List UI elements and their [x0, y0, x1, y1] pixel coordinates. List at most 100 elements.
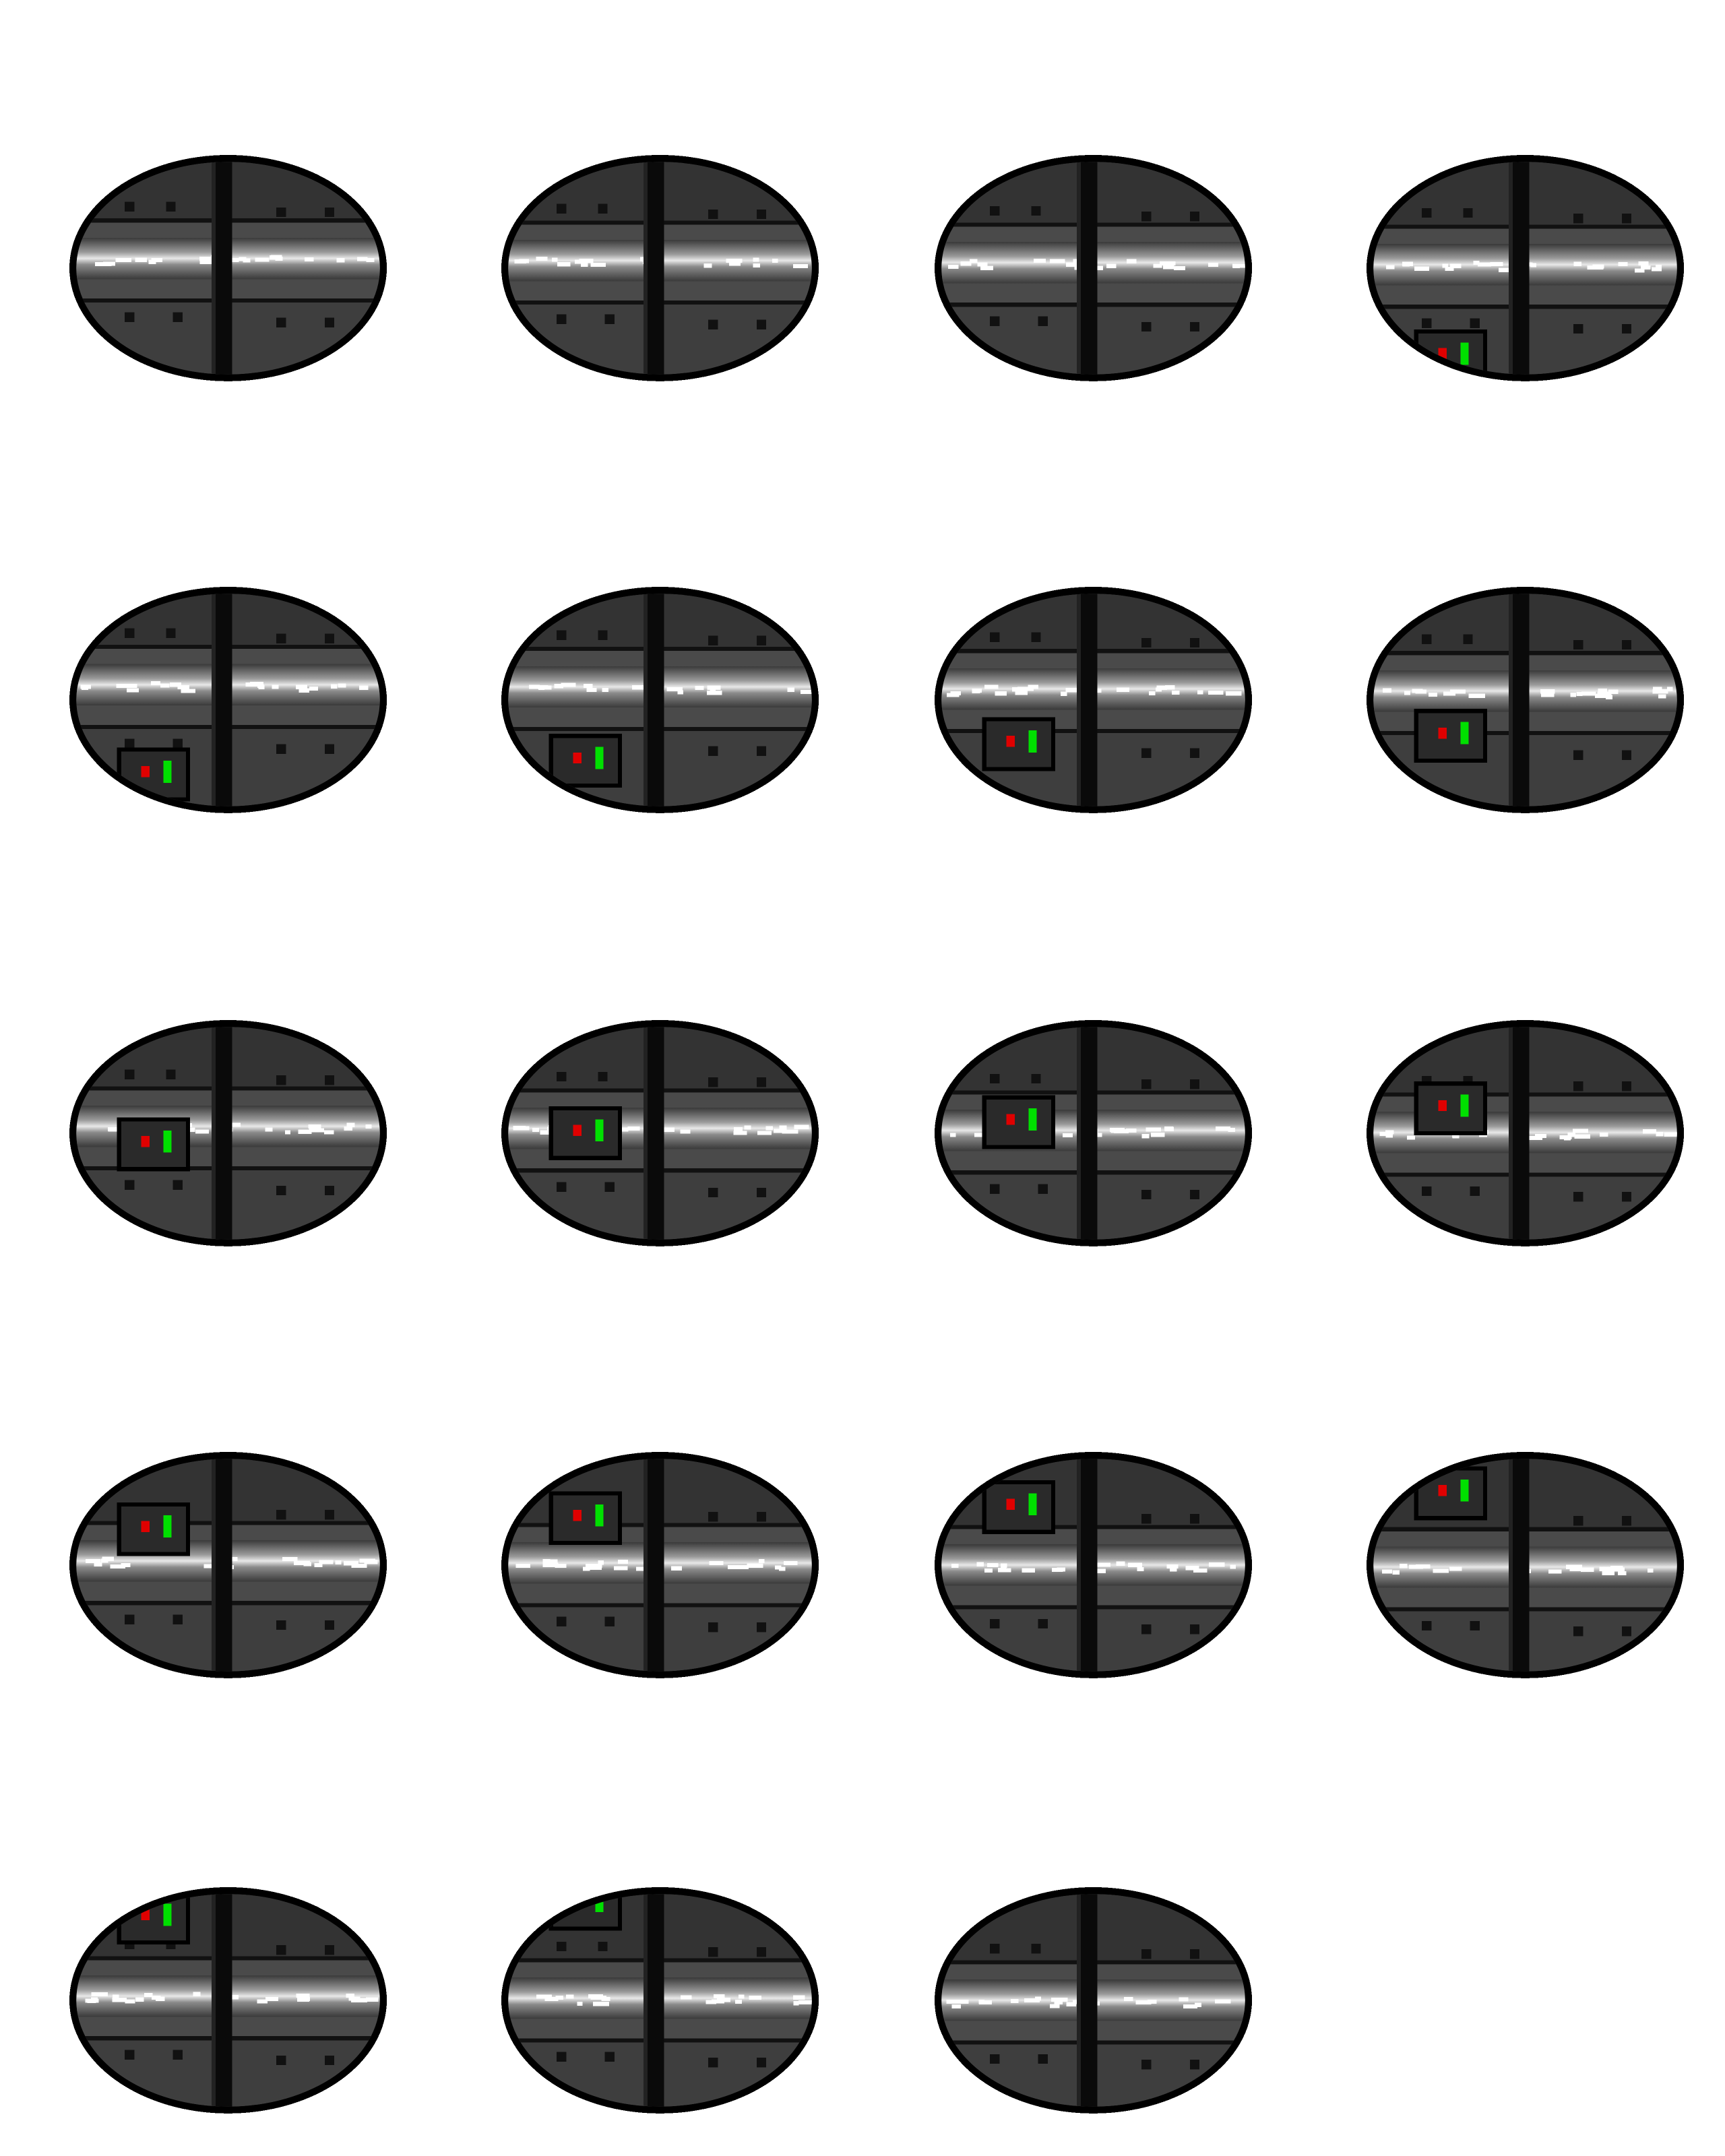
sprite: [935, 155, 1253, 381]
glint: [1490, 261, 1503, 267]
glint: [1123, 1996, 1133, 2001]
glint: [108, 1127, 125, 1132]
center-bar: [216, 594, 232, 806]
green-light: [1028, 1493, 1037, 1516]
glint: [319, 1560, 334, 1564]
center-bar-edge: [643, 1027, 648, 1240]
glint: [1106, 263, 1117, 268]
glint: [1540, 693, 1555, 697]
glint: [775, 1565, 782, 1570]
red-light: [573, 752, 582, 764]
rivet: [124, 2050, 135, 2060]
glint: [245, 682, 258, 687]
green-light: [1460, 1479, 1469, 1502]
glint: [618, 1559, 629, 1564]
center-bar-edge: [1508, 162, 1513, 375]
glint: [772, 258, 778, 263]
glint: [1208, 263, 1219, 267]
glint: [1011, 1998, 1019, 2004]
glint: [735, 1999, 743, 2004]
rivet: [172, 1180, 183, 1190]
glint: [1193, 1568, 1208, 1573]
rivet: [556, 2052, 567, 2062]
glint: [135, 1997, 144, 2002]
center-bar: [1081, 1027, 1098, 1240]
glint: [951, 2004, 961, 2009]
rivet: [708, 209, 718, 220]
glint: [1197, 690, 1203, 695]
glint: [782, 1129, 798, 1134]
glint: [1185, 1566, 1199, 1571]
center-bar: [216, 1027, 232, 1240]
control-box: [548, 1491, 623, 1546]
glint: [170, 683, 181, 687]
glint: [1574, 1134, 1590, 1139]
rivet: [708, 2057, 718, 2068]
glint: [1573, 261, 1581, 266]
glint: [946, 1999, 955, 2004]
rivet: [598, 630, 608, 640]
glint: [338, 683, 346, 688]
rivet: [324, 744, 335, 754]
sprite: [501, 1452, 819, 1678]
rivet: [1189, 1514, 1200, 1524]
glint: [1117, 687, 1129, 692]
glint: [1452, 1134, 1460, 1139]
center-bar: [648, 1027, 664, 1240]
rivet: [1141, 1079, 1152, 1089]
rivet: [124, 1180, 135, 1190]
green-light: [163, 761, 172, 783]
glint: [792, 263, 809, 269]
rivet: [1421, 318, 1432, 329]
sprite-body: [941, 1027, 1245, 1240]
glint: [1664, 1132, 1677, 1137]
rivet: [756, 746, 767, 756]
rivet: [1573, 1191, 1583, 1202]
rivet: [1189, 1624, 1200, 1635]
sprite: [1367, 155, 1685, 381]
glint: [1559, 1135, 1572, 1140]
glint: [660, 1127, 675, 1132]
glint: [299, 688, 310, 693]
rivet: [1031, 205, 1041, 216]
glint: [303, 1562, 311, 1566]
green-light: [595, 1119, 604, 1142]
rivet: [276, 2055, 286, 2066]
glint: [275, 256, 283, 261]
center-bar: [216, 1894, 232, 2107]
rivet: [604, 314, 615, 324]
rivet: [1189, 2060, 1200, 2070]
green-light: [163, 1515, 172, 1537]
rivet: [1189, 1079, 1200, 1089]
rivet: [1621, 750, 1632, 761]
glint: [636, 1566, 648, 1571]
glint: [972, 689, 980, 693]
rivet: [556, 1616, 567, 1627]
glint: [336, 258, 345, 263]
center-bar: [1081, 162, 1098, 375]
rivet: [989, 1184, 1000, 1195]
glint: [199, 259, 213, 264]
glint: [978, 2000, 993, 2004]
glint: [152, 1995, 161, 2000]
glint: [1442, 263, 1449, 268]
rivet: [708, 635, 718, 646]
glint: [1656, 264, 1662, 270]
glint: [1400, 1564, 1408, 1568]
rivet: [1470, 318, 1480, 329]
rivet: [276, 1185, 286, 1196]
rivet: [1573, 1081, 1583, 1091]
glint: [1618, 1571, 1627, 1575]
glint: [613, 1566, 628, 1571]
rivet: [172, 312, 183, 322]
glint: [330, 684, 338, 689]
glint: [733, 1131, 747, 1135]
glint: [987, 1562, 999, 1567]
glint: [514, 259, 527, 264]
glint: [677, 690, 684, 695]
center-bar-edge: [643, 162, 648, 375]
glint: [1449, 689, 1466, 694]
glint: [272, 685, 279, 689]
glint: [1126, 259, 1137, 263]
